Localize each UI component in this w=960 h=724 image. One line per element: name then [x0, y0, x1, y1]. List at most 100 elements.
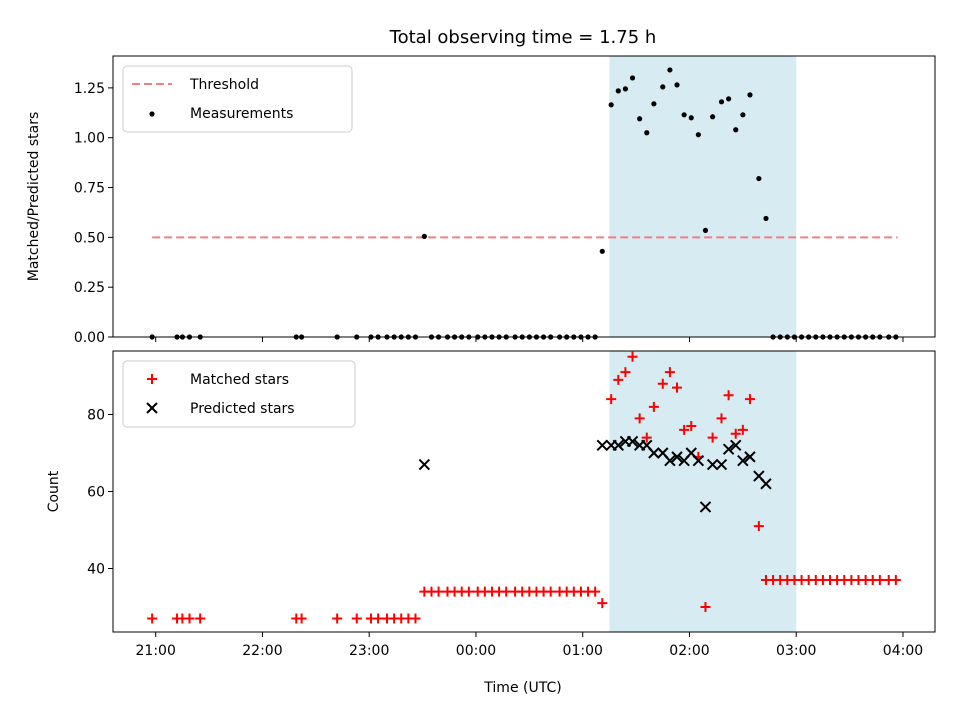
y-tick-label: 1.00 [74, 131, 105, 147]
predicted-stars-point [648, 447, 660, 459]
y-axis-label: Count [46, 470, 62, 512]
x-tick-label: 03:00 [776, 643, 816, 659]
predicted-stars-point [626, 435, 639, 448]
predicted-stars-point [722, 443, 735, 455]
predicted-stars-point [596, 439, 608, 452]
predicted-stars-point [706, 458, 719, 471]
predicted-stars-point [612, 439, 625, 452]
measurement-point [644, 130, 650, 136]
matched-stars-point [332, 613, 343, 624]
matched-stars-point [664, 367, 675, 378]
y-tick-label: 0.25 [74, 280, 105, 296]
legend-predicted-swatch [146, 402, 158, 414]
x-tick-label: 22:00 [242, 643, 282, 659]
matched-stars-point [723, 390, 734, 401]
measurement-point [740, 112, 746, 118]
measurement-point [629, 75, 636, 81]
matched-stars-point [195, 613, 206, 624]
x-tick-label: 23:00 [349, 643, 389, 659]
x-tick-label: 04:00 [883, 643, 923, 659]
top-panel: 0.00 0.25 0.50 0.75 1.00 1.25 Matched/Predicte… [26, 55, 936, 346]
shaded-span [609, 56, 797, 337]
matched-stars-point [753, 521, 764, 532]
matched-stars-point [716, 413, 727, 424]
y-tick-label: 0.00 [74, 330, 105, 346]
matched-stars-point [410, 613, 421, 624]
predicted-stars-point [744, 451, 756, 463]
y-tick-label: 0.50 [74, 230, 105, 246]
matched-stars-point [672, 382, 683, 393]
y-tick-label: 60 [87, 485, 105, 501]
legend: Threshold Measurements [122, 65, 353, 133]
x-tick-label: 21:00 [136, 643, 176, 659]
matched-stars-point [463, 586, 474, 597]
matched-stars-point [737, 424, 748, 435]
measurement-point [702, 227, 709, 233]
matched-stars-point [890, 575, 901, 586]
measurement-point [688, 115, 694, 121]
legend-label: Measurements [190, 106, 293, 122]
measurement-point [660, 84, 666, 90]
matched-stars-point [147, 613, 158, 624]
predicted-stars-point [737, 454, 749, 467]
x-tick-label: 02:00 [669, 643, 709, 659]
matched-stars-point [686, 421, 697, 432]
matched-stars-point [373, 613, 384, 624]
predicted-stars-point [692, 454, 705, 467]
matched-stars-point [700, 601, 711, 612]
matched-stars-point [590, 586, 601, 597]
legend-box [122, 65, 353, 133]
matched-stars-point [641, 432, 652, 443]
y-tick-label: 40 [87, 561, 105, 577]
legend-label: Threshold [189, 77, 259, 93]
x-tick-label: 00:00 [456, 643, 496, 659]
predicted-stars-point [664, 454, 676, 467]
x-tick-label: 01:00 [563, 643, 603, 659]
measurement-point [637, 116, 643, 122]
y-tick-label: 0.75 [74, 181, 105, 197]
measurement-point [747, 92, 753, 98]
measurement-point [421, 233, 427, 239]
matched-stars-point [657, 378, 668, 389]
measurement-point [756, 175, 762, 182]
measurement-point [622, 86, 629, 92]
legend-box [122, 360, 356, 428]
matched-stars-point [707, 432, 718, 443]
measurement-point [667, 67, 673, 73]
bottom-panel: 21:00 22:00 23:00 00:00 01:00 02:00 03:00 04:00… [46, 350, 936, 659]
measurement-point [651, 101, 657, 107]
measurement-point [599, 248, 605, 254]
matched-stars-point [620, 367, 631, 378]
y-tick-label: 80 [87, 408, 105, 424]
matched-stars-point [597, 598, 608, 609]
matched-stars-point [874, 575, 885, 586]
predicted-stars-point [671, 451, 683, 463]
measurement-point [695, 132, 701, 138]
matched-stars-point [184, 613, 195, 624]
chart-title: Total observing time = 1.75 h [389, 27, 657, 48]
measurement-point [763, 215, 769, 222]
measurement-point [718, 99, 725, 105]
matched-stars-point [296, 613, 307, 624]
y-tick-label: 1.25 [74, 81, 105, 97]
predicted-stars-point [418, 458, 431, 471]
matched-stars-point [351, 613, 362, 624]
measurement-point [709, 114, 716, 120]
x-axis-label: Time (UTC) [483, 680, 561, 696]
matched-stars-point [744, 394, 755, 405]
predicted-stars-point [699, 501, 712, 513]
matched-stars-point [627, 351, 638, 362]
legend: Matched stars Predicted stars [122, 360, 356, 428]
matched-stars-point [648, 401, 659, 412]
matched-stars-point [613, 374, 624, 385]
measurement-point [674, 82, 680, 88]
predicted-stars-point [715, 458, 728, 471]
legend-measurements-swatch [149, 111, 155, 117]
predicted-stars-point [730, 439, 742, 452]
matched-stars-point [679, 424, 690, 435]
matched-stars-point [433, 586, 444, 597]
legend-label: Predicted stars [190, 401, 295, 417]
y-axis-label: Matched/Predicted stars [26, 112, 42, 282]
measurement-point [608, 102, 614, 108]
